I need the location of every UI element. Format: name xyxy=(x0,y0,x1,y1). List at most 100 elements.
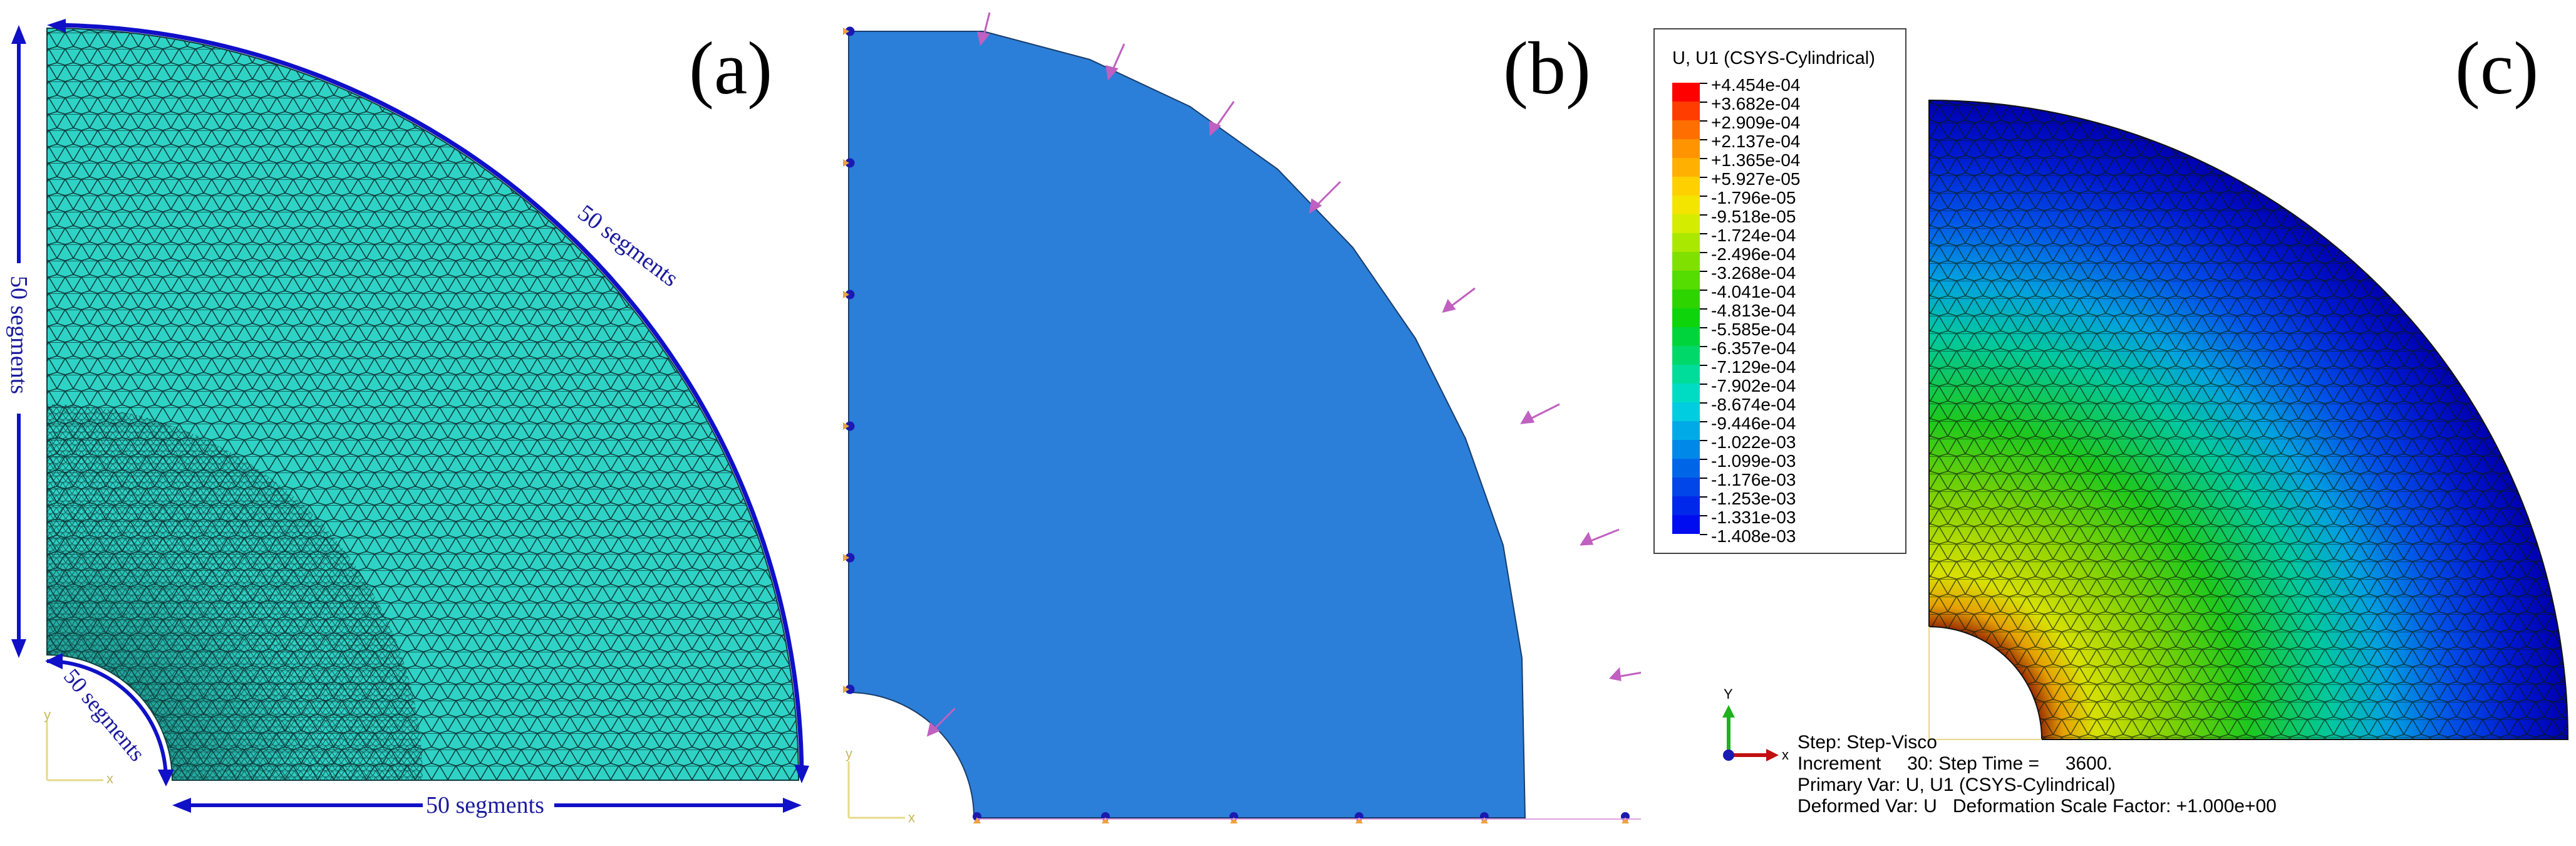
legend-entry: -1.796e-05 xyxy=(1672,188,1898,214)
pressure-arrows xyxy=(926,12,1641,737)
axis-triad-a: y x xyxy=(44,707,113,786)
panel-c-contour: U, U1 (CSYS-Cylindrical) +4.454e-04 +3.68… xyxy=(1641,0,2576,846)
legend-tick xyxy=(1700,271,1707,272)
mesh-figure: 50 segments 50 segments 50 segments 50 s… xyxy=(6,19,809,818)
legend-color-swatch xyxy=(1672,496,1700,515)
axis-y-label-b: y xyxy=(846,746,852,761)
step-info-line4: Deformed Var: U Deformation Scale Factor… xyxy=(1798,796,2277,817)
panel-label-a: (a) xyxy=(689,26,773,110)
legend-tick xyxy=(1700,83,1707,84)
legend-entry: -1.331e-03 xyxy=(1672,508,1898,534)
panel-label-c: (c) xyxy=(2455,26,2539,110)
legend-entry: -1.724e-04 xyxy=(1672,226,1898,252)
legend-tick xyxy=(1700,120,1707,122)
legend-color-swatch xyxy=(1672,459,1700,478)
legend-entry: -7.129e-04 xyxy=(1672,357,1898,384)
axis-x-label-c: x xyxy=(1782,747,1789,763)
legend-value: -9.518e-05 xyxy=(1711,207,1796,226)
legend-color-swatch xyxy=(1672,402,1700,421)
legend-tick xyxy=(1700,421,1707,422)
legend-entry: -1.099e-03 xyxy=(1672,451,1898,478)
legend-color-swatch xyxy=(1672,365,1700,384)
panel-a-mesh: 50 segments 50 segments 50 segments 50 s… xyxy=(0,0,827,846)
legend-tick xyxy=(1700,102,1707,103)
axis-triad-b: y x xyxy=(846,746,915,825)
legend-value: -1.724e-04 xyxy=(1711,226,1796,245)
legend-value: -3.268e-04 xyxy=(1711,263,1796,283)
legend-entry: -1.408e-03 xyxy=(1672,526,1898,553)
axis-y-label-c: Y xyxy=(1724,686,1733,702)
legend-tick xyxy=(1700,233,1707,234)
axis-y-label-a: y xyxy=(44,707,51,723)
legend-color-swatch xyxy=(1672,252,1700,271)
legend-value: -1.331e-03 xyxy=(1711,508,1796,527)
step-info-line3: Primary Var: U, U1 (CSYS-Cylindrical) xyxy=(1798,775,2116,795)
legend-tick xyxy=(1700,346,1707,347)
legend-entry: -5.585e-04 xyxy=(1672,320,1898,346)
legend-value: -8.674e-04 xyxy=(1711,395,1796,414)
legend-color-swatch xyxy=(1672,139,1700,158)
panel-b-boundary-conditions: y x (b) xyxy=(827,0,1641,846)
left-support-markers xyxy=(843,28,849,693)
legend-tick xyxy=(1700,139,1707,140)
legend-entry: -9.518e-05 xyxy=(1672,207,1898,233)
legend-color-swatch xyxy=(1672,421,1700,440)
legend-color-swatch xyxy=(1672,120,1700,139)
legend-value: +1.365e-04 xyxy=(1711,150,1801,170)
legend-entry: -7.902e-04 xyxy=(1672,376,1898,402)
legend-tick xyxy=(1700,365,1707,366)
legend-title: U, U1 (CSYS-Cylindrical) xyxy=(1672,48,1875,68)
legend-tick xyxy=(1700,496,1707,498)
legend-entry: -9.446e-04 xyxy=(1672,414,1898,440)
legend-value: -7.902e-04 xyxy=(1711,376,1796,395)
domain-fill xyxy=(848,31,1526,818)
legend-entry: -4.041e-04 xyxy=(1672,282,1898,308)
legend-color-swatch xyxy=(1672,327,1700,346)
legend-tick xyxy=(1700,158,1707,159)
legend-value: -7.129e-04 xyxy=(1711,357,1796,377)
axis-triad-c: Y x xyxy=(1722,686,1789,763)
legend-entry: -2.496e-04 xyxy=(1672,244,1898,271)
legend-value: +2.909e-04 xyxy=(1711,113,1801,132)
panel-label-b: (b) xyxy=(1503,26,1591,110)
legend-entry: -1.022e-03 xyxy=(1672,432,1898,459)
legend-color-swatch xyxy=(1672,271,1700,290)
legend-value: -5.585e-04 xyxy=(1711,320,1796,339)
legend-box: U, U1 (CSYS-Cylindrical) +4.454e-04 +3.68… xyxy=(1653,28,1906,554)
axis-x-label-a: x xyxy=(106,771,113,786)
legend-value: -1.408e-03 xyxy=(1711,526,1796,546)
legend-entry: +2.909e-04 xyxy=(1672,113,1898,139)
legend-tick xyxy=(1700,440,1707,441)
legend-tick xyxy=(1700,214,1707,216)
left-supports xyxy=(845,26,855,694)
legend-entry: +1.365e-04 xyxy=(1672,150,1898,177)
legend-color-swatch xyxy=(1672,158,1700,177)
legend-value: -6.357e-04 xyxy=(1711,338,1796,358)
legend-entry: +5.927e-05 xyxy=(1672,169,1898,196)
legend-entry: -1.253e-03 xyxy=(1672,489,1898,515)
seg-arrow-hole xyxy=(45,653,174,786)
legend-color-swatch xyxy=(1672,440,1700,459)
legend-entry: +2.137e-04 xyxy=(1672,132,1898,158)
legend-tick xyxy=(1700,177,1707,178)
boundary-condition-figure: y x xyxy=(843,12,1641,825)
legend-value: -4.813e-04 xyxy=(1711,301,1796,320)
legend-color-swatch xyxy=(1672,83,1700,102)
contour-figure: Y x xyxy=(1722,99,2569,763)
legend-entry: -8.674e-04 xyxy=(1672,395,1898,421)
legend-tick xyxy=(1700,290,1707,291)
legend-value: -4.041e-04 xyxy=(1711,282,1796,301)
legend-tick xyxy=(1700,384,1707,385)
legend-value: +5.927e-05 xyxy=(1711,169,1801,189)
step-info-line2: Increment 30: Step Time = 3600. xyxy=(1798,753,2113,774)
legend-entry: +4.454e-04 xyxy=(1672,75,1898,102)
legend-value: -9.446e-04 xyxy=(1711,414,1796,433)
seg-label-bottom: 50 segments xyxy=(426,792,544,818)
legend-value: +2.137e-04 xyxy=(1711,132,1801,151)
legend-color-swatch xyxy=(1672,233,1700,252)
seg-label-left: 50 segments xyxy=(6,276,32,394)
legend-color-swatch xyxy=(1672,196,1700,214)
legend-entry: +3.682e-04 xyxy=(1672,94,1898,120)
legend-entry: -4.813e-04 xyxy=(1672,301,1898,327)
legend-value: -1.022e-03 xyxy=(1711,432,1796,452)
